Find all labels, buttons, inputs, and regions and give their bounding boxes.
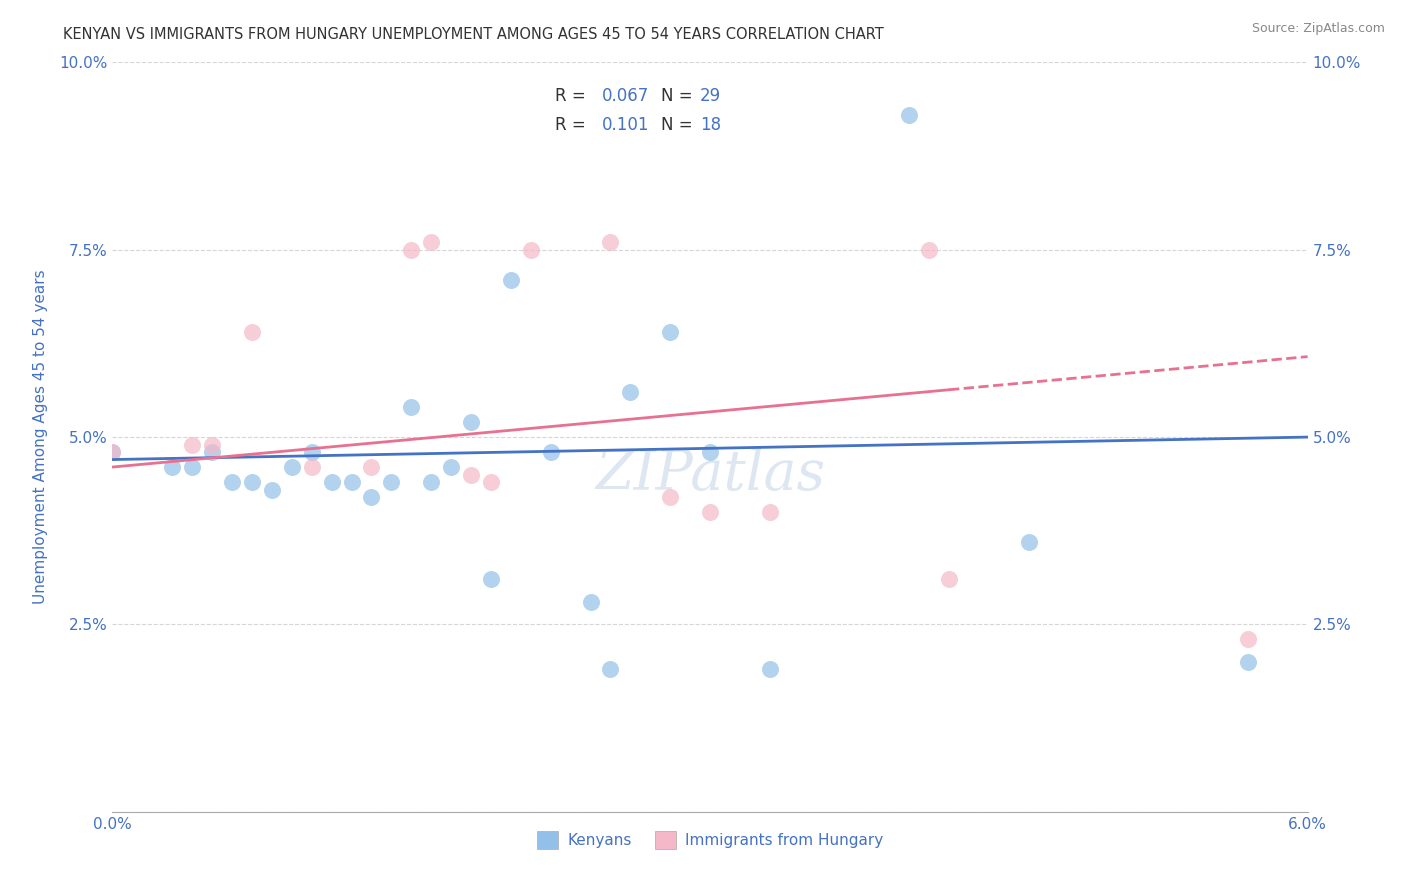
Point — [420, 235, 443, 250]
Point — [759, 662, 782, 676]
Point — [479, 475, 502, 489]
Text: R =: R = — [555, 116, 592, 134]
Point — [162, 460, 183, 475]
Point — [460, 467, 482, 482]
Point — [240, 475, 263, 489]
Point — [380, 475, 402, 489]
Text: N =: N = — [661, 87, 697, 105]
Point — [101, 445, 124, 459]
Point — [301, 460, 323, 475]
Text: Source: ZipAtlas.com: Source: ZipAtlas.com — [1251, 22, 1385, 36]
Point — [360, 490, 382, 504]
Point — [260, 483, 283, 497]
Point — [101, 445, 124, 459]
Point — [460, 415, 482, 429]
Point — [699, 505, 721, 519]
Point — [599, 662, 621, 676]
Point — [240, 325, 263, 339]
Text: R =: R = — [555, 87, 592, 105]
Point — [420, 475, 443, 489]
Point — [221, 475, 243, 489]
Point — [520, 243, 543, 257]
Legend: Kenyans, Immigrants from Hungary: Kenyans, Immigrants from Hungary — [529, 823, 891, 856]
Point — [479, 573, 502, 587]
Text: 18: 18 — [700, 116, 721, 134]
Point — [1237, 632, 1260, 647]
Text: 0.067: 0.067 — [602, 87, 650, 105]
Point — [401, 400, 423, 414]
Text: KENYAN VS IMMIGRANTS FROM HUNGARY UNEMPLOYMENT AMONG AGES 45 TO 54 YEARS CORRELA: KENYAN VS IMMIGRANTS FROM HUNGARY UNEMPL… — [63, 27, 884, 42]
Text: 29: 29 — [700, 87, 721, 105]
Point — [201, 445, 224, 459]
Point — [360, 460, 382, 475]
Point — [619, 385, 641, 400]
Point — [181, 460, 204, 475]
Point — [918, 243, 941, 257]
Point — [540, 445, 562, 459]
Point — [321, 475, 343, 489]
Point — [1237, 655, 1260, 669]
Point — [401, 243, 423, 257]
Point — [938, 573, 960, 587]
Text: ZIPatlas: ZIPatlas — [595, 447, 825, 502]
Point — [281, 460, 304, 475]
Point — [699, 445, 721, 459]
Point — [659, 325, 682, 339]
Point — [579, 595, 602, 609]
Point — [1018, 535, 1040, 549]
Point — [301, 445, 323, 459]
Point — [440, 460, 463, 475]
Point — [201, 437, 224, 451]
Point — [599, 235, 621, 250]
Point — [659, 490, 682, 504]
Point — [759, 505, 782, 519]
Point — [499, 273, 522, 287]
Y-axis label: Unemployment Among Ages 45 to 54 years: Unemployment Among Ages 45 to 54 years — [34, 269, 48, 605]
Point — [898, 108, 921, 122]
Text: N =: N = — [661, 116, 697, 134]
Text: 0.101: 0.101 — [602, 116, 650, 134]
Point — [340, 475, 363, 489]
Point — [181, 437, 204, 451]
